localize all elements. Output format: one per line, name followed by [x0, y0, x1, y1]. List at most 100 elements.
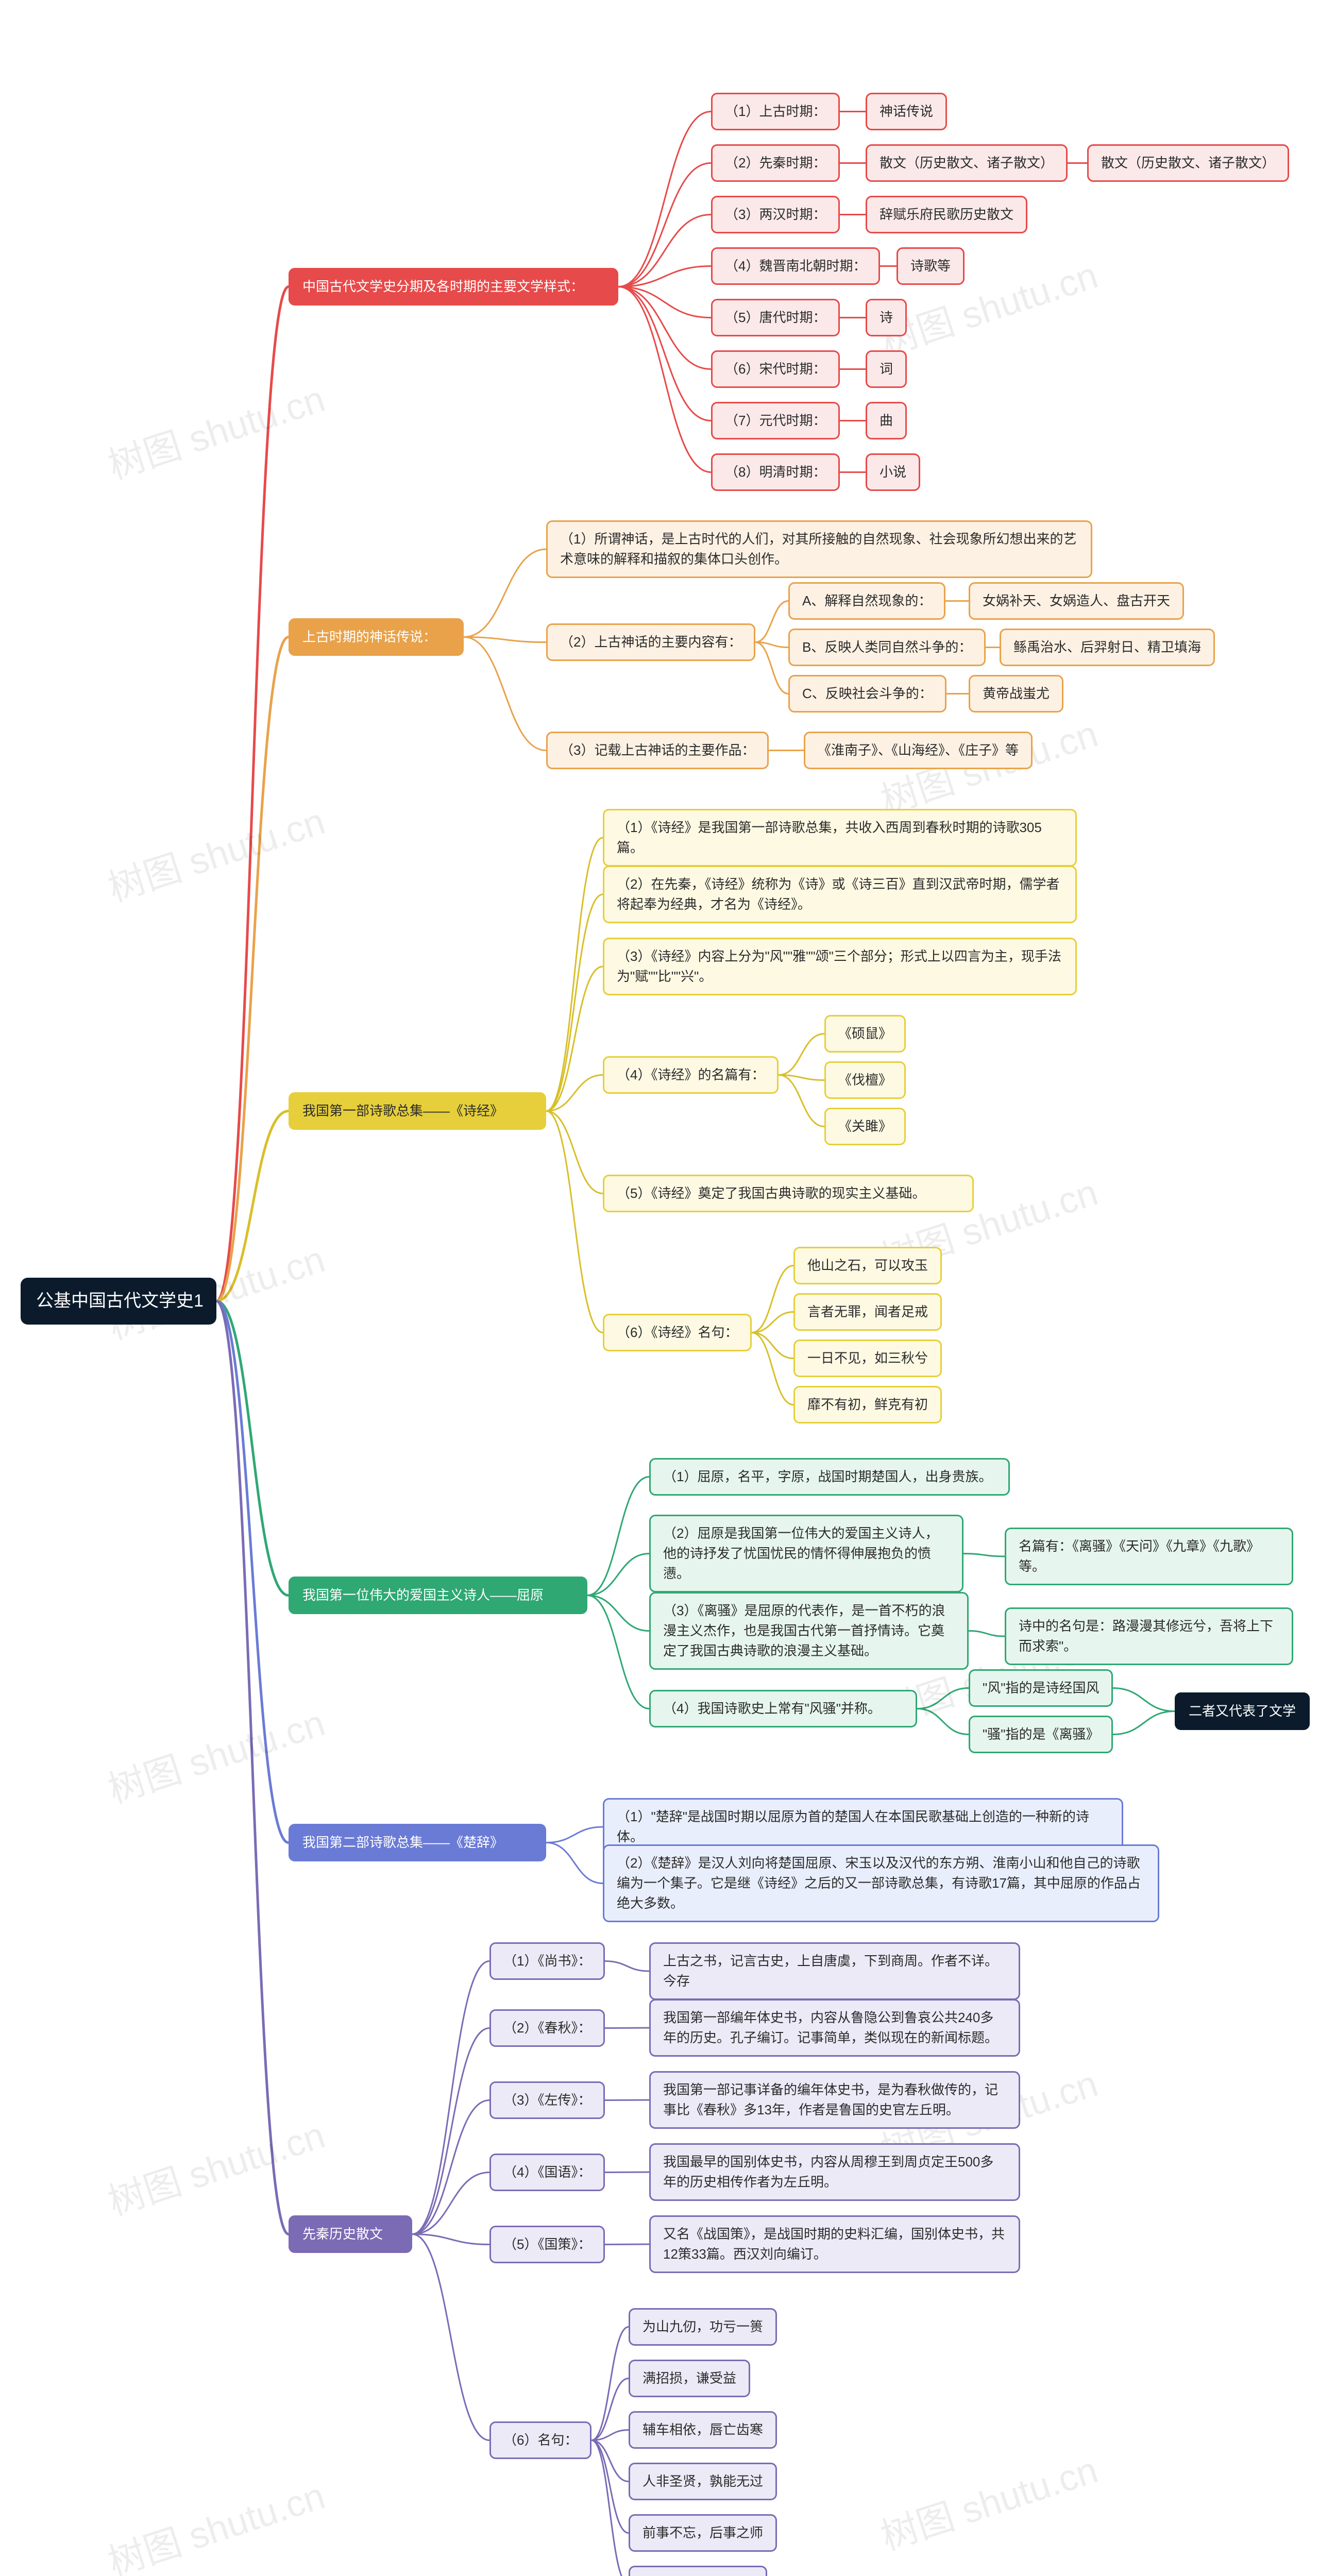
node-b1_1[interactable]: （1）上古时期：	[711, 93, 840, 130]
node-b3_3[interactable]: （3）《诗经》内容上分为"风""雅""颂"三个部分；形式上以四言为主，现手法为"…	[603, 938, 1077, 995]
node-b2_1[interactable]: （1）所谓神话，是上古时代的人们，对其所接触的自然现象、社会现象所幻想出来的艺术…	[546, 520, 1092, 578]
node-b4_3[interactable]: （3）《离骚》是屈原的代表作，是一首不朽的浪漫主义杰作，也是我国古代第一首抒情诗…	[649, 1592, 969, 1670]
node-b4[interactable]: 我国第一位伟大的爱国主义诗人——屈原	[289, 1577, 587, 1614]
node-b2_3a[interactable]: 《淮南子》、《山海经》、《庄子》等	[804, 732, 1033, 769]
node-label: 名篇有：《离骚》《天问》《九章》《九歌》等。	[1019, 1538, 1260, 1574]
node-b6_3[interactable]: （3）《左传》：	[489, 2081, 605, 2119]
node-b4_1[interactable]: （1）屈原，名平，字原，战国时期楚国人，出身贵族。	[649, 1458, 1010, 1496]
node-b1_5a[interactable]: 诗	[866, 299, 907, 336]
node-b5_2[interactable]: （2）《楚辞》是汉人刘向将楚国屈原、宋玉以及汉代的东方朔、淮南小山和他自己的诗歌…	[603, 1844, 1159, 1922]
node-b2_2b[interactable]: B、反映人类同自然斗争的：	[788, 629, 986, 666]
node-b1_3[interactable]: （3）两汉时期：	[711, 196, 840, 233]
connector	[412, 2234, 489, 2245]
node-b6_6[interactable]: （6）名句：	[489, 2421, 591, 2459]
node-b2_2c1[interactable]: 黄帝战蚩尤	[969, 675, 1063, 713]
node-b3_6d[interactable]: 靡不有初，鲜克有初	[793, 1386, 942, 1423]
node-b6_4[interactable]: （4）《国语》：	[489, 2154, 605, 2191]
node-b6_4a[interactable]: 我国最早的国别体史书，内容从周穆王到周贞定王500多年的历史相传作者为左丘明。	[649, 2143, 1020, 2201]
connector	[779, 1034, 824, 1075]
node-label: （7）元代时期：	[725, 413, 826, 428]
connector	[216, 287, 289, 1301]
connector	[546, 1111, 603, 1194]
node-b1[interactable]: 中国古代文学史分期及各时期的主要文学样式：	[289, 268, 618, 306]
node-b1_2a[interactable]: 散文（历史散文、诸子散文）	[866, 144, 1068, 182]
node-b1_7[interactable]: （7）元代时期：	[711, 402, 840, 439]
node-b4_4c[interactable]: 二者又代表了文学	[1175, 1692, 1310, 1730]
node-b1_7a[interactable]: 曲	[866, 402, 907, 439]
node-label: 上古时期的神话传说：	[302, 629, 436, 645]
node-label: （4）《诗经》的名篇有：	[617, 1067, 765, 1082]
connector	[779, 1075, 824, 1080]
connector	[412, 2100, 489, 2234]
node-b6_2a[interactable]: 我国第一部编年体史书，内容从鲁隐公到鲁哀公共240多年的历史。孔子编订。记事简单…	[649, 1999, 1020, 2057]
node-b3_6[interactable]: （6）《诗经》名句：	[603, 1314, 752, 1351]
node-b6_5a[interactable]: 又名《战国策》，是战国时期的史料汇编，国别体史书，共12策33篇。西汉刘向编订。	[649, 2215, 1020, 2273]
node-b3_2[interactable]: （2）在先秦，《诗经》统称为《诗》或《诗三百》直到汉武帝时期，儒学者将起奉为经典…	[603, 866, 1077, 923]
node-b6_6f[interactable]: 亡羊补牢,犹为迟也	[629, 2566, 767, 2576]
node-label: （2）《春秋》：	[503, 2020, 591, 2036]
node-b1_6[interactable]: （6）宋代时期：	[711, 350, 840, 388]
node-b3_5[interactable]: （5）《诗经》奠定了我国古典诗歌的现实主义基础。	[603, 1175, 974, 1212]
node-b6_1a[interactable]: 上古之书，记言古史，上自唐虞，下到商周。作者不详。今存	[649, 1942, 1020, 2000]
node-b1_5[interactable]: （5）唐代时期：	[711, 299, 840, 336]
node-b6_5[interactable]: （5）《国策》：	[489, 2226, 605, 2263]
connector	[546, 1827, 603, 1843]
node-b6_3a[interactable]: 我国第一部记事详备的编年体史书，是为春秋做传的，记事比《春秋》多13年，作者是鲁…	[649, 2071, 1020, 2129]
mindmap-canvas: 树图 shutu.cn树图 shutu.cn树图 shutu.cn树图 shut…	[0, 0, 1319, 2576]
node-b2_2[interactable]: （2）上古神话的主要内容有：	[546, 623, 755, 661]
node-b3_6a[interactable]: 他山之石，可以攻玉	[793, 1247, 942, 1284]
node-b6_6e[interactable]: 前事不忘，后事之师	[629, 2514, 777, 2552]
node-b2_2a[interactable]: A、解释自然现象的：	[788, 582, 945, 620]
node-b6[interactable]: 先秦历史散文	[289, 2215, 412, 2253]
connector	[591, 2430, 629, 2441]
node-b3_6c[interactable]: 一日不见，如三秋兮	[793, 1340, 942, 1377]
node-b3_1[interactable]: （1）《诗经》是我国第一部诗歌总集，共收入西周到春秋时期的诗歌305篇。	[603, 809, 1077, 867]
node-b1_2[interactable]: （2）先秦时期：	[711, 144, 840, 182]
node-label: （5）《国策》：	[503, 2236, 591, 2252]
node-b5[interactable]: 我国第二部诗歌总集——《楚辞》	[289, 1824, 546, 1861]
node-b1_8a[interactable]: 小说	[866, 453, 920, 491]
node-label: 人非圣贤，孰能无过	[642, 2473, 763, 2489]
node-b3_4b[interactable]: 《伐檀》	[824, 1061, 906, 1099]
node-b1_6a[interactable]: 词	[866, 350, 907, 388]
node-b1_4[interactable]: （4）魏晋南北朝时期：	[711, 247, 880, 285]
node-b1_1a[interactable]: 神话传说	[866, 93, 947, 130]
node-b4_2[interactable]: （2）屈原是我国第一位伟大的爱国主义诗人，他的诗抒发了忧国忧民的情怀得伸展抱负的…	[649, 1515, 963, 1592]
node-b2_2b1[interactable]: 鲧禹治水、后羿射日、精卫填海	[1000, 629, 1215, 666]
node-b1_3a[interactable]: 辞赋乐府民歌历史散文	[866, 196, 1027, 233]
connector	[587, 1477, 649, 1596]
node-b4_4[interactable]: （4）我国诗歌史上常有"风骚"并称。	[649, 1690, 917, 1727]
node-label: 散文（历史散文、诸子散文）	[1101, 155, 1275, 171]
node-b4_2a[interactable]: 名篇有：《离骚》《天问》《九章》《九歌》等。	[1005, 1528, 1293, 1585]
node-b3_6b[interactable]: 言者无罪，闻者足戒	[793, 1293, 942, 1331]
node-label: 散文（历史散文、诸子散文）	[880, 155, 1054, 171]
node-label: 满招损，谦受益	[642, 2370, 736, 2386]
node-b2_2c[interactable]: C、反映社会斗争的：	[788, 675, 946, 713]
node-b6_6d[interactable]: 人非圣贤，孰能无过	[629, 2463, 777, 2500]
node-label: 诗中的名句是：路漫漫其修远兮，吾将上下而求索"。	[1019, 1618, 1273, 1654]
node-b3_4[interactable]: （4）《诗经》的名篇有：	[603, 1056, 779, 1094]
node-b2_2a1[interactable]: 女娲补天、女娲造人、盘古开天	[969, 582, 1184, 620]
node-b3_4a[interactable]: 《硕鼠》	[824, 1015, 906, 1053]
node-b1_4a[interactable]: 诗歌等	[897, 247, 965, 285]
node-b6_6a[interactable]: 为山九仞，功亏一篑	[629, 2308, 777, 2346]
node-b6_6b[interactable]: 满招损，谦受益	[629, 2360, 750, 2397]
connector	[546, 1111, 603, 1333]
node-label: （3）两汉时期：	[725, 207, 826, 222]
node-label: （4）魏晋南北朝时期：	[725, 258, 866, 274]
node-b2_3[interactable]: （3）记载上古神话的主要作品：	[546, 732, 769, 769]
node-root[interactable]: 公基中国古代文学史1	[21, 1278, 216, 1325]
node-b6_6c[interactable]: 辅车相依，唇亡齿寒	[629, 2411, 777, 2449]
connector	[752, 1333, 793, 1405]
node-b3_4c[interactable]: 《关雎》	[824, 1108, 906, 1145]
node-label: 我国最早的国别体史书，内容从周穆王到周贞定王500多年的历史相传作者为左丘明。	[663, 2154, 993, 2190]
node-b4_4b[interactable]: "骚"指的是《离骚》	[969, 1716, 1113, 1753]
node-b2[interactable]: 上古时期的神话传说：	[289, 618, 464, 656]
node-b4_3a[interactable]: 诗中的名句是：路漫漫其修远兮，吾将上下而求索"。	[1005, 1607, 1293, 1665]
node-b1_8[interactable]: （8）明清时期：	[711, 453, 840, 491]
node-b4_4a[interactable]: "风"指的是诗经国风	[969, 1669, 1113, 1707]
node-b6_1[interactable]: （1）《尚书》：	[489, 1942, 605, 1980]
node-b1_2b[interactable]: 散文（历史散文、诸子散文）	[1087, 144, 1289, 182]
node-b3[interactable]: 我国第一部诗歌总集——《诗经》	[289, 1092, 546, 1130]
node-b6_2[interactable]: （2）《春秋》：	[489, 2009, 605, 2047]
